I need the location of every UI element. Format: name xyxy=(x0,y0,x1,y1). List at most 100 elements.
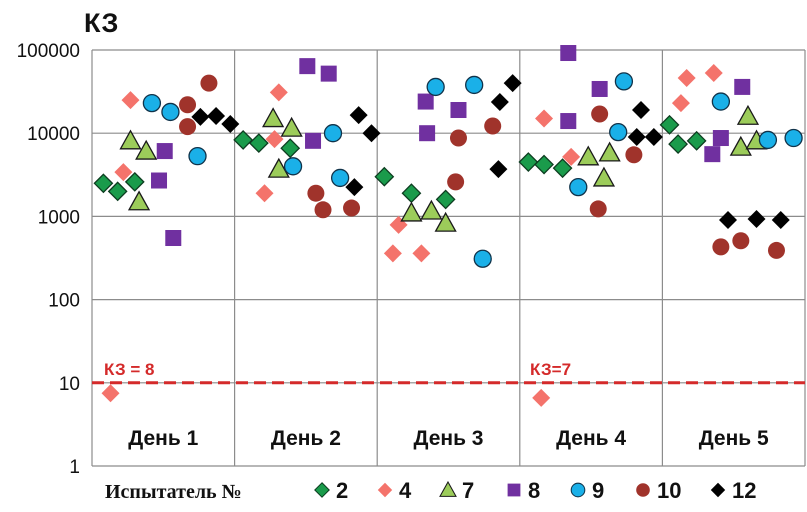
data-points xyxy=(93,45,803,407)
point-series-2 xyxy=(233,130,254,150)
point-series-8 xyxy=(734,78,751,95)
point-series-2 xyxy=(401,183,422,204)
legend-label: 2 xyxy=(336,478,348,503)
series-2 xyxy=(93,114,707,210)
y-tick-label: 10 xyxy=(59,374,80,395)
legend-item-10: 10 xyxy=(636,478,681,503)
series-9 xyxy=(142,72,803,268)
point-series-9 xyxy=(473,249,492,268)
point-series-12 xyxy=(627,128,646,147)
point-series-7 xyxy=(736,104,760,125)
y-tick-label: 1000 xyxy=(38,207,80,228)
chart-title: КЗ xyxy=(84,8,118,38)
point-series-9 xyxy=(614,72,634,91)
point-series-8 xyxy=(299,58,316,75)
point-series-9 xyxy=(161,102,180,122)
point-series-8 xyxy=(560,45,577,62)
point-series-9 xyxy=(758,130,778,150)
point-series-8 xyxy=(591,80,608,97)
point-series-8 xyxy=(305,132,322,149)
point-series-4 xyxy=(704,63,723,82)
point-series-10 xyxy=(625,146,643,164)
point-series-4 xyxy=(255,184,274,203)
point-series-7 xyxy=(135,139,158,160)
series-10 xyxy=(179,74,785,259)
day-label: День 2 xyxy=(271,427,341,450)
point-series-10 xyxy=(314,201,332,219)
legend-title: Испытатель № xyxy=(105,481,242,503)
point-series-9 xyxy=(569,177,588,197)
point-series-12 xyxy=(503,74,522,93)
point-series-7 xyxy=(434,211,457,232)
point-series-10 xyxy=(447,173,465,191)
series-4 xyxy=(101,63,723,407)
point-series-8 xyxy=(450,102,467,119)
reference-label: КЗ=7 xyxy=(530,360,571,379)
diamond-legend-icon xyxy=(314,482,330,498)
point-series-9 xyxy=(426,77,445,97)
point-series-12 xyxy=(349,106,368,125)
point-series-10 xyxy=(343,199,361,217)
reference-label: КЗ = 8 xyxy=(104,360,155,379)
series-7 xyxy=(119,104,768,232)
point-series-10 xyxy=(484,117,502,135)
point-series-9 xyxy=(465,75,484,95)
point-series-2 xyxy=(552,158,573,179)
point-series-2 xyxy=(124,171,145,192)
legend-label: 10 xyxy=(657,478,681,503)
point-series-9 xyxy=(784,128,803,148)
point-series-4 xyxy=(532,388,551,407)
point-series-7 xyxy=(280,116,303,137)
day-label: День 1 xyxy=(128,427,198,450)
point-series-12 xyxy=(747,210,766,229)
point-series-8 xyxy=(151,172,168,189)
point-series-4 xyxy=(383,244,402,263)
point-series-9 xyxy=(609,122,628,142)
point-series-2 xyxy=(93,173,114,194)
y-tick-label: 100000 xyxy=(17,41,80,62)
point-series-8 xyxy=(419,125,436,142)
point-series-9 xyxy=(330,168,350,188)
legend-item-4: 4 xyxy=(377,478,412,503)
point-series-8 xyxy=(704,146,721,163)
point-series-2 xyxy=(248,133,269,154)
point-series-7 xyxy=(577,145,600,166)
point-series-12 xyxy=(632,101,651,120)
circle-legend-icon xyxy=(570,482,586,498)
point-series-9 xyxy=(142,93,162,113)
point-series-12 xyxy=(345,178,364,197)
point-series-7 xyxy=(261,107,285,128)
point-series-12 xyxy=(489,160,508,179)
point-series-2 xyxy=(686,130,707,151)
point-series-4 xyxy=(101,384,120,403)
point-series-2 xyxy=(435,189,456,210)
point-series-2 xyxy=(374,166,395,187)
point-series-10 xyxy=(200,74,218,92)
legend-label: 4 xyxy=(399,478,412,503)
point-series-2 xyxy=(668,134,689,154)
circle-legend-icon xyxy=(636,483,650,497)
point-series-8 xyxy=(417,93,434,110)
point-series-2 xyxy=(659,114,680,135)
point-series-8 xyxy=(165,230,182,247)
point-series-2 xyxy=(280,138,301,159)
series-8 xyxy=(151,45,751,247)
point-series-10 xyxy=(449,129,467,147)
point-series-9 xyxy=(711,92,731,111)
point-series-7 xyxy=(267,157,290,178)
day-labels: День 1 День 2 День 3 День 4 День 5 xyxy=(128,427,769,450)
point-series-12 xyxy=(644,128,663,147)
legend-item-8: 8 xyxy=(507,478,540,503)
diamond-legend-icon xyxy=(710,482,726,498)
legend-label: 7 xyxy=(462,478,474,503)
point-series-4 xyxy=(562,147,581,166)
point-series-7 xyxy=(420,199,443,220)
point-series-4 xyxy=(535,109,554,128)
point-series-4 xyxy=(114,163,133,182)
point-series-10 xyxy=(591,105,609,123)
diamond-legend-icon xyxy=(377,482,393,498)
point-series-4 xyxy=(671,94,690,113)
series-12 xyxy=(191,74,790,230)
legend-label: 8 xyxy=(528,478,540,503)
